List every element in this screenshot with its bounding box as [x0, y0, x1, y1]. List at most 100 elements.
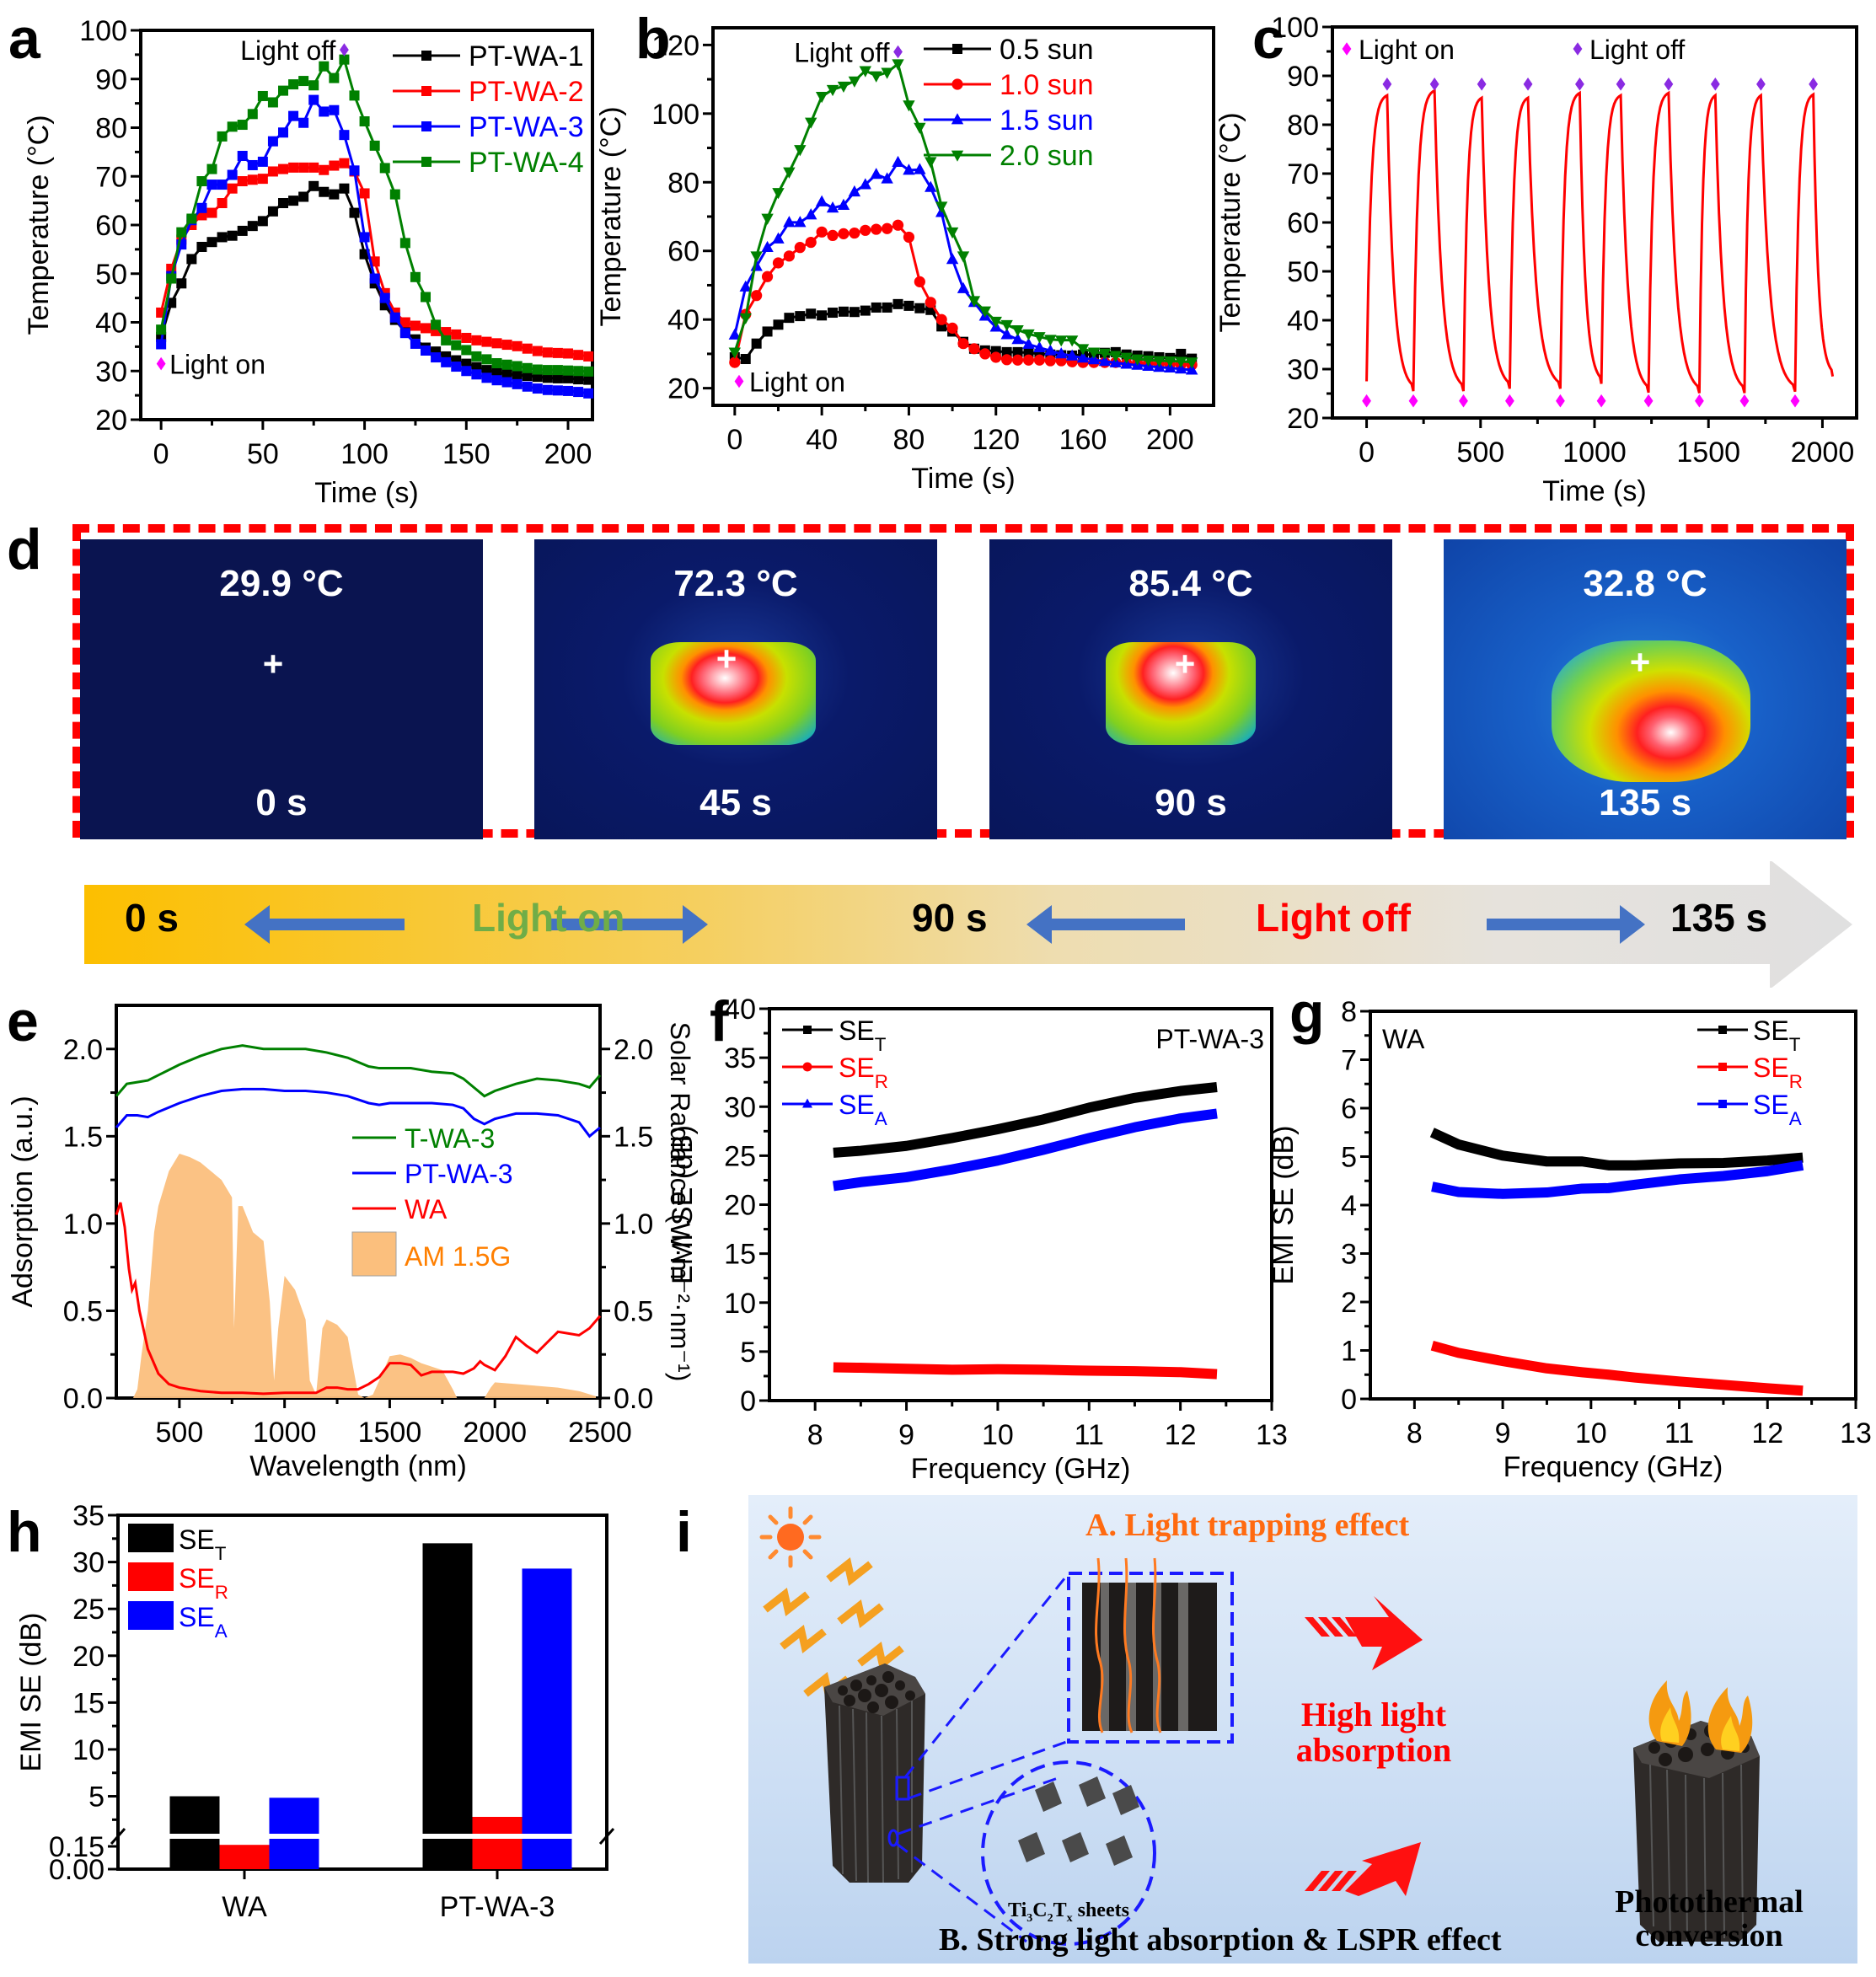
data-point	[196, 176, 207, 187]
bar-lower-segment	[522, 1839, 572, 1869]
data-point	[903, 231, 915, 244]
data-point	[848, 185, 861, 197]
y-tick-label: 10	[72, 1734, 105, 1766]
x-tick-label: 150	[442, 438, 490, 470]
arrow-right-icon	[1487, 905, 1645, 944]
data-point	[1001, 354, 1013, 366]
data-point	[451, 362, 462, 372]
legend-label: 2.0 sun	[1000, 140, 1094, 172]
data-point	[946, 253, 959, 265]
data-point	[257, 216, 268, 227]
data-point	[298, 117, 309, 128]
data-point	[156, 324, 167, 335]
data-point	[512, 378, 523, 389]
data-point	[1098, 348, 1112, 360]
data-point	[914, 276, 925, 287]
legend-label-subscript: A	[215, 1621, 228, 1642]
data-point	[826, 84, 839, 97]
plot-frame	[116, 1514, 608, 1871]
data-point	[217, 198, 228, 209]
data-point	[410, 338, 421, 349]
light-off-marker	[1664, 78, 1674, 91]
y-tick-label: 20	[724, 1190, 756, 1222]
bar	[219, 1845, 270, 1869]
data-point	[298, 76, 309, 87]
data-point	[522, 381, 533, 392]
data-point	[914, 163, 926, 174]
data-point	[288, 162, 299, 173]
data-point	[431, 319, 442, 330]
data-point	[227, 183, 238, 194]
data-point	[288, 79, 299, 90]
bar-lower-segment	[269, 1839, 319, 1869]
data-point	[196, 241, 207, 252]
y-axis-label: Temperature (°C)	[23, 115, 55, 335]
light-on-marker	[1408, 394, 1418, 408]
x-tick-label: 0	[726, 424, 742, 456]
series-line-SE_T	[1429, 1128, 1804, 1171]
data-point	[217, 179, 228, 190]
chart-e: 500 1000 1500 2000 25000.00.51.01.52.0Wavele…	[7, 1004, 695, 1482]
data-point	[431, 352, 442, 363]
data-point	[461, 332, 472, 343]
ir-temperature-label: 72.3 °C	[673, 563, 798, 604]
data-point	[827, 229, 839, 241]
data-point	[329, 160, 340, 171]
am15g-area	[132, 1154, 597, 1398]
y-axis-label: Temperature (°C)	[595, 106, 627, 326]
y-tick-label: 2	[1341, 1287, 1357, 1319]
y-tick-label: 15	[72, 1687, 105, 1719]
data-point	[481, 372, 492, 383]
data-point	[903, 300, 914, 311]
data-point	[739, 280, 752, 292]
data-point	[1022, 337, 1035, 349]
y-tick-label: 1.0	[63, 1208, 103, 1240]
zoom-guide-lines	[896, 1572, 1070, 1943]
y2-tick-label: 1.5	[614, 1121, 653, 1153]
data-point	[1055, 335, 1068, 347]
data-point	[794, 216, 807, 228]
data-point	[359, 188, 370, 199]
data-point	[501, 359, 512, 370]
legend-label-subscript: R	[215, 1582, 228, 1603]
light-on-marker	[1362, 394, 1371, 408]
y-tick-label: 6	[1341, 1093, 1357, 1125]
bar	[522, 1568, 572, 1834]
y-tick-label: 7	[1341, 1045, 1357, 1077]
data-point	[247, 159, 258, 170]
data-point	[573, 374, 584, 385]
y-tick-label: 20	[1287, 403, 1319, 435]
legend-label-main: SE	[1753, 1090, 1789, 1120]
data-point	[837, 198, 850, 210]
y-tick-label: 20	[72, 1641, 105, 1673]
data-point	[288, 110, 299, 121]
data-point	[1011, 333, 1024, 345]
y-tick-label: 5	[88, 1781, 105, 1814]
legend-label-subscript: A	[1789, 1108, 1802, 1129]
y-tick-label: 90	[95, 64, 127, 96]
data-point	[838, 228, 850, 239]
light-on-marker	[1459, 394, 1468, 408]
legend-label-subscript: R	[1789, 1071, 1803, 1092]
wood-aerogel-block	[824, 1664, 925, 1883]
data-point	[247, 221, 258, 232]
data-point	[339, 54, 350, 65]
legend-marker	[951, 113, 964, 125]
data-point	[421, 292, 431, 303]
data-point	[573, 366, 584, 377]
timeline-start-label: 0 s	[125, 896, 179, 940]
data-point	[1164, 356, 1177, 368]
data-point	[552, 385, 563, 396]
legend-label-subscript: A	[875, 1108, 887, 1129]
data-point	[349, 165, 360, 176]
panel-letter-d: d	[7, 517, 42, 581]
legend-label-main: SE	[1753, 1053, 1789, 1083]
x-tick-label: 10	[982, 1419, 1014, 1451]
ir-image-0s: 29.9 °C + 0 s	[80, 539, 483, 839]
y-tick-label: 5	[740, 1337, 756, 1369]
data-point	[441, 356, 452, 367]
panel-letter-f: f	[710, 989, 729, 1053]
data-point	[573, 387, 584, 398]
data-point	[848, 76, 861, 88]
heat-spot	[651, 642, 816, 745]
